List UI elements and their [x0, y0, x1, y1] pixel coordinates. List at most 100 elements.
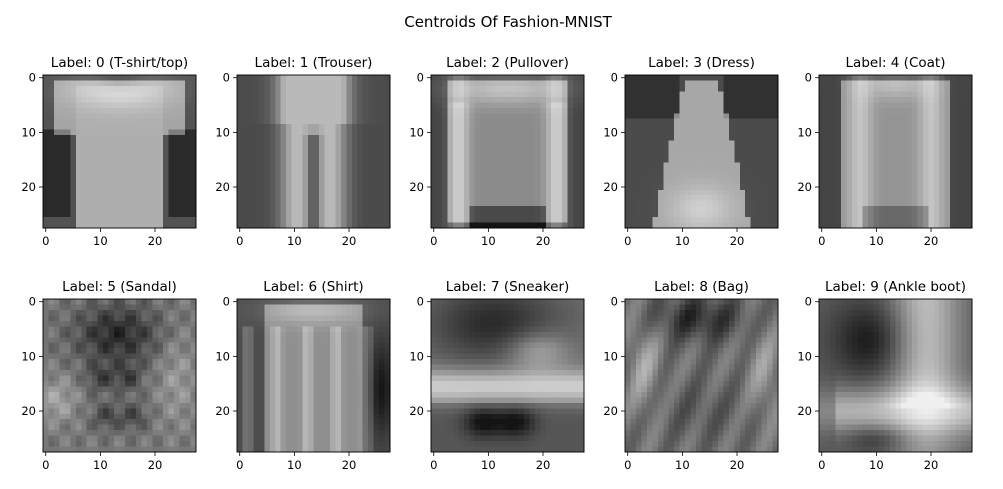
centroid-image [625, 299, 779, 453]
panel-title: Label: 2 (Pullover) [446, 55, 569, 71]
y-tick-label: 0 [29, 295, 36, 309]
y-tick-label: 10 [409, 349, 424, 363]
x-tick-label: 10 [287, 458, 302, 472]
y-tick-label: 10 [409, 125, 424, 139]
y-tick-label: 0 [417, 71, 424, 85]
x-tick-label: 10 [481, 458, 496, 472]
x-tick-label: 10 [675, 234, 690, 248]
axes-frame [236, 298, 391, 453]
x-tick-label: 20 [148, 458, 163, 472]
y-tick-label: 20 [215, 404, 230, 418]
axes-frame [818, 74, 973, 229]
y-tick-label: 0 [29, 71, 36, 85]
panel-0: Label: 0 (T-shirt/top) 0 10 20 0 10 20 [21, 55, 197, 248]
panel-title: Label: 4 (Coat) [846, 55, 946, 71]
y-tick-label: 0 [805, 71, 812, 85]
y-tick-label: 20 [21, 404, 36, 418]
x-tick-label: 10 [869, 458, 884, 472]
x-tick-label: 20 [342, 458, 357, 472]
x-tick-label: 20 [730, 458, 745, 472]
panel-title: Label: 6 (Shirt) [263, 279, 363, 295]
y-tick-label: 10 [215, 125, 230, 139]
y-tick-label: 0 [223, 71, 230, 85]
panel-2: Label: 2 (Pullover) 0 10 20 0 10 20 [409, 55, 585, 248]
axes-frame [430, 74, 585, 229]
x-tick-label: 20 [342, 234, 357, 248]
x-tick-label: 20 [148, 234, 163, 248]
panel-3: Label: 3 (Dress) 0 10 20 0 10 20 [603, 55, 779, 248]
panel-title: Label: 7 (Sneaker) [446, 279, 570, 295]
y-tick-label: 20 [215, 180, 230, 194]
figure-title: Centroids Of Fashion-MNIST [404, 13, 612, 31]
panel-9: Label: 9 (Ankle boot) 0 10 20 0 10 20 [797, 279, 973, 472]
y-tick-label: 20 [603, 180, 618, 194]
y-tick-label: 10 [215, 349, 230, 363]
x-tick-label: 0 [818, 458, 825, 472]
y-tick-label: 10 [603, 125, 618, 139]
y-tick-label: 10 [21, 349, 36, 363]
panel-title: Label: 8 (Bag) [654, 279, 749, 295]
panel-5: Label: 5 (Sandal) 0 10 20 0 10 20 [21, 279, 197, 472]
y-tick-label: 0 [611, 295, 618, 309]
y-tick-label: 20 [21, 180, 36, 194]
axes-frame [42, 74, 197, 229]
x-tick-label: 20 [924, 458, 939, 472]
centroid-image [431, 299, 585, 453]
y-tick-label: 20 [409, 404, 424, 418]
centroid-image [43, 299, 197, 453]
y-tick-label: 20 [797, 180, 812, 194]
panel-4: Label: 4 (Coat) 0 10 20 0 10 20 [797, 55, 973, 248]
panel-grid: Label: 0 (T-shirt/top) 0 10 20 0 10 20 Label: 1… [21, 55, 973, 472]
panel-title: Label: 0 (T-shirt/top) [51, 55, 188, 71]
panel-title: Label: 9 (Ankle boot) [825, 279, 966, 295]
centroid-image [625, 75, 779, 229]
x-tick-label: 0 [42, 234, 49, 248]
y-tick-label: 0 [611, 71, 618, 85]
axes-frame [624, 298, 779, 453]
panel-8: Label: 8 (Bag) 0 10 20 0 10 20 [603, 279, 779, 472]
x-tick-label: 20 [924, 234, 939, 248]
y-tick-label: 20 [603, 404, 618, 418]
x-tick-label: 0 [624, 234, 631, 248]
x-tick-label: 10 [481, 234, 496, 248]
x-tick-label: 20 [730, 234, 745, 248]
axes-frame [236, 74, 391, 229]
panel-title: Label: 5 (Sandal) [62, 279, 177, 295]
panel-6: Label: 6 (Shirt) 0 10 20 0 10 20 [215, 279, 391, 472]
centroid-image [237, 75, 391, 229]
y-tick-label: 20 [797, 404, 812, 418]
y-tick-label: 10 [797, 125, 812, 139]
y-tick-label: 0 [805, 295, 812, 309]
x-tick-label: 20 [536, 234, 551, 248]
x-tick-label: 10 [93, 458, 108, 472]
x-tick-label: 10 [869, 234, 884, 248]
centroid-image [819, 75, 973, 229]
y-tick-label: 20 [409, 180, 424, 194]
x-tick-label: 10 [675, 458, 690, 472]
x-tick-label: 0 [42, 458, 49, 472]
y-tick-label: 10 [603, 349, 618, 363]
y-tick-label: 0 [417, 295, 424, 309]
centroid-image [43, 75, 197, 229]
centroid-image [431, 75, 585, 229]
axes-frame [624, 74, 779, 229]
x-tick-label: 20 [536, 458, 551, 472]
axes-frame [818, 298, 973, 453]
centroid-image [819, 299, 973, 453]
y-tick-label: 0 [223, 295, 230, 309]
x-tick-label: 10 [93, 234, 108, 248]
x-tick-label: 0 [236, 458, 243, 472]
panel-7: Label: 7 (Sneaker) 0 10 20 0 10 20 [409, 279, 585, 472]
panel-title: Label: 1 (Trouser) [255, 55, 373, 71]
x-tick-label: 0 [430, 234, 437, 248]
y-tick-label: 10 [21, 125, 36, 139]
x-tick-label: 0 [624, 458, 631, 472]
x-tick-label: 10 [287, 234, 302, 248]
panel-title: Label: 3 (Dress) [648, 55, 755, 71]
y-tick-label: 10 [797, 349, 812, 363]
centroid-image [237, 299, 391, 453]
axes-frame [430, 298, 585, 453]
axes-frame [42, 298, 197, 453]
panel-1: Label: 1 (Trouser) 0 10 20 0 10 20 [215, 55, 391, 248]
